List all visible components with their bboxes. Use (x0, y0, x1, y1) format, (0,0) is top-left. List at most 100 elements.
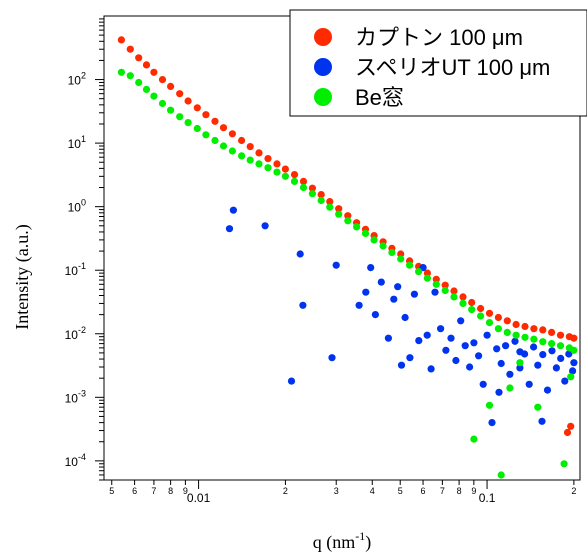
legend-label-2: スペリオUT 100 μm (355, 55, 550, 80)
legend-label-1: カプトン 100 μm (355, 25, 523, 50)
data-point-series-1 (228, 130, 236, 138)
data-point-series-3 (370, 236, 378, 244)
data-point-series-3 (570, 346, 578, 354)
data-point-series-1 (264, 155, 272, 163)
data-point-series-3 (477, 312, 485, 320)
data-point-series-3 (135, 78, 143, 87)
data-point-series-1 (211, 117, 219, 125)
data-point-series-3 (441, 286, 449, 295)
y-tick-label: 10-1 (65, 261, 86, 278)
data-point-series-1 (556, 331, 565, 339)
data-point-series-3 (450, 293, 458, 301)
data-point-series-1 (468, 298, 476, 307)
data-point-series-3 (211, 136, 219, 145)
data-point-series-2 (488, 419, 496, 427)
legend-marker-3 (314, 88, 332, 106)
data-point-series-3 (423, 274, 431, 282)
data-point-series-2 (470, 339, 478, 347)
data-point-series-1 (184, 97, 192, 105)
x-minor-tick-label: 7 (440, 486, 445, 496)
data-point-series-2 (367, 264, 375, 272)
data-point-series-3 (494, 325, 502, 333)
data-point-series-2 (516, 348, 524, 356)
data-point-series-2 (362, 288, 370, 296)
x-minor-tick-label: 8 (457, 486, 462, 496)
y-tick-label: 10-4 (65, 452, 86, 469)
data-point-series-2 (506, 370, 514, 378)
data-point-series-2 (423, 331, 431, 339)
x-minor-tick-label: 2 (283, 486, 288, 496)
data-point-series-1 (117, 36, 125, 44)
data-point-series-3 (468, 306, 476, 314)
data-point-series-1 (530, 325, 538, 333)
x-minor-tick-label: 6 (421, 486, 426, 496)
x-minor-tick-label: 5 (398, 486, 403, 496)
data-point-series-3 (158, 99, 167, 108)
data-point-series-1 (335, 205, 343, 213)
data-point-series-1 (150, 68, 158, 76)
data-point-series-3 (184, 119, 192, 127)
x-minor-tick-label: 2 (571, 486, 576, 496)
data-point-series-3 (281, 172, 289, 180)
legend-marker-2 (314, 58, 332, 76)
data-points (117, 36, 578, 479)
data-point-series-3 (255, 160, 263, 168)
data-point-series-1 (563, 428, 572, 437)
data-point-series-1 (326, 198, 334, 206)
y-tick-label: 10-2 (65, 325, 86, 342)
legend-marker-1 (314, 28, 332, 46)
data-point-series-2 (530, 343, 538, 351)
data-point-series-1 (503, 317, 511, 325)
data-point-series-2 (377, 278, 385, 286)
data-point-series-3 (503, 328, 511, 336)
data-point-series-2 (534, 361, 542, 369)
data-point-series-2 (516, 364, 524, 372)
data-point-series-1 (494, 313, 502, 322)
data-point-series-2 (229, 206, 237, 214)
data-point-series-2 (479, 380, 487, 388)
y-axis-title: Intensity (a.u.) (12, 224, 33, 329)
data-point-series-3 (228, 147, 236, 155)
data-point-series-1 (432, 275, 440, 283)
data-point-series-3 (246, 156, 254, 164)
data-point-series-1 (477, 304, 485, 313)
data-point-series-2 (332, 261, 340, 269)
data-point-series-2 (538, 417, 546, 425)
data-point-series-2 (442, 346, 450, 354)
data-point-series-1 (397, 250, 405, 258)
data-point-series-3 (388, 248, 396, 257)
data-point-series-3 (264, 164, 272, 172)
data-point-series-3 (497, 471, 505, 479)
data-point-series-1 (450, 287, 458, 295)
data-point-series-3 (326, 203, 334, 211)
legend-label-3: Be窓 (355, 85, 404, 110)
data-point-series-1 (158, 76, 167, 84)
data-point-series-3 (238, 152, 246, 160)
data-point-series-2 (390, 295, 398, 303)
data-point-series-3 (299, 183, 308, 192)
data-point-series-3 (567, 373, 575, 381)
data-point-series-3 (290, 177, 299, 185)
data-point-series-2 (427, 365, 435, 373)
data-point-series-3 (432, 280, 440, 288)
data-point-series-2 (497, 359, 505, 368)
data-point-series-2 (261, 222, 269, 230)
y-axis: 10-4 10-3 10-2 10-1 100 101 102 (65, 18, 104, 481)
data-point-series-2 (502, 342, 510, 350)
data-point-series-3 (506, 384, 514, 392)
data-point-series-3 (485, 401, 494, 409)
data-point-series-2 (552, 364, 561, 372)
data-point-series-3 (193, 124, 201, 133)
data-point-series-2 (397, 361, 406, 369)
data-point-series-3 (516, 359, 524, 367)
data-point-series-2 (296, 250, 304, 258)
data-point-series-3 (406, 261, 414, 269)
data-point-series-3 (353, 223, 361, 231)
data-point-series-2 (561, 377, 569, 385)
data-point-series-2 (557, 354, 565, 362)
data-point-series-1 (135, 54, 143, 62)
legend: カプトン 100 μm スペリオUT 100 μm Be窓 (289, 9, 587, 117)
data-point-series-2 (466, 363, 474, 371)
data-point-series-1 (485, 309, 494, 317)
